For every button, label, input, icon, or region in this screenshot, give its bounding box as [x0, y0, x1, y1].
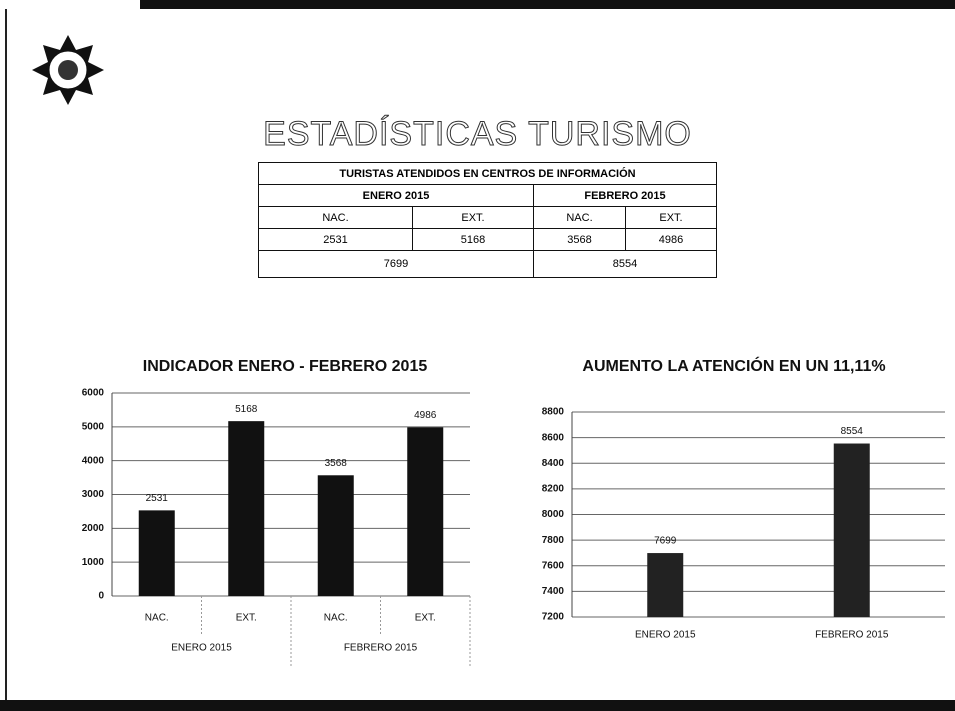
table-cell: ENERO 2015: [258, 184, 534, 207]
table-cell: EXT.: [625, 206, 717, 229]
data-table: TURISTAS ATENDIDOS EN CENTROS DE INFORMA…: [258, 162, 717, 278]
bottom-bar: [0, 700, 955, 711]
table-cell: 7699: [258, 250, 534, 278]
table-cell: EXT.: [412, 206, 534, 229]
table-cell: 2531: [258, 228, 413, 251]
table-cell: FEBRERO 2015: [533, 184, 717, 207]
top-bar: [140, 0, 955, 9]
page-title: ESTADÍSTICAS TURISMO: [263, 115, 692, 154]
table-cell: 5168: [412, 228, 534, 251]
table-cell: TURISTAS ATENDIDOS EN CENTROS DE INFORMA…: [258, 162, 717, 185]
table-cell: NAC.: [258, 206, 413, 229]
table-cell: NAC.: [533, 206, 626, 229]
table-cell: 8554: [533, 250, 717, 278]
table-cell: 4986: [625, 228, 717, 251]
table-cell: 3568: [533, 228, 626, 251]
logo: [32, 35, 104, 105]
